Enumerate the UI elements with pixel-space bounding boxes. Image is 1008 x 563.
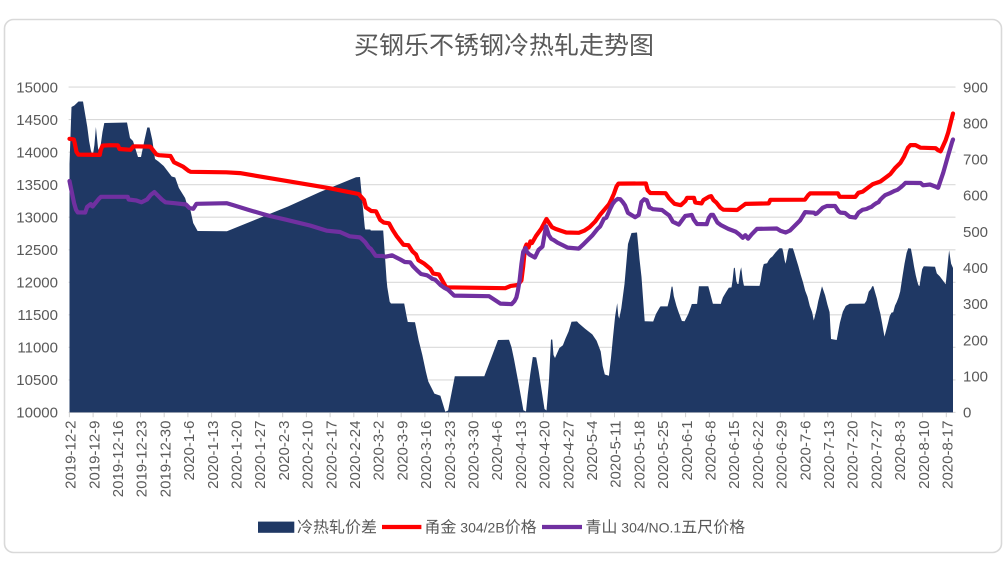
svg-text:0: 0 [963,405,971,422]
svg-text:2019-12-2: 2019-12-2 [63,421,80,489]
svg-text:2020-6-22: 2020-6-22 [750,421,767,489]
svg-text:2020-3-23: 2020-3-23 [442,421,459,489]
svg-text:2020-4-27: 2020-4-27 [560,421,577,489]
svg-text:600: 600 [963,188,988,205]
svg-text:10000: 10000 [16,405,58,422]
svg-text:2020-4-13: 2020-4-13 [513,421,530,489]
svg-text:2020-4-20: 2020-4-20 [537,421,554,489]
svg-text:11000: 11000 [17,340,58,357]
svg-text:2020-2-3: 2020-2-3 [276,421,293,481]
svg-text:800: 800 [963,115,988,132]
svg-text:2019-12-30: 2019-12-30 [157,421,174,498]
svg-text:14500: 14500 [16,112,58,129]
svg-text:2020-1-20: 2020-1-20 [228,421,245,489]
svg-text:2020-5-4: 2020-5-4 [584,421,601,481]
svg-text:2020-8-10: 2020-8-10 [916,421,933,489]
svg-text:12500: 12500 [16,242,58,259]
svg-text:300: 300 [963,296,988,313]
svg-text:2020-5-25: 2020-5-25 [655,421,672,489]
svg-text:2020-5-18: 2020-5-18 [631,421,648,489]
svg-text:2020-3-16: 2020-3-16 [418,421,435,489]
svg-text:2020-8-3: 2020-8-3 [892,421,909,481]
svg-text:11500: 11500 [17,307,58,324]
svg-text:900: 900 [963,79,988,96]
svg-text:2020-3-9: 2020-3-9 [394,421,411,481]
svg-text:2020-1-27: 2020-1-27 [252,421,269,489]
svg-text:2020-7-6: 2020-7-6 [797,421,814,481]
svg-text:2020-6-1: 2020-6-1 [679,421,696,481]
svg-text:2020-7-13: 2020-7-13 [821,421,838,489]
svg-text:500: 500 [963,224,988,241]
svg-text:200: 200 [963,332,988,349]
svg-text:400: 400 [963,260,988,277]
svg-text:2019-12-16: 2019-12-16 [110,421,127,498]
svg-text:14000: 14000 [16,144,58,161]
svg-text:2020-2-17: 2020-2-17 [323,421,340,489]
svg-text:2019-12-23: 2019-12-23 [134,421,151,498]
svg-text:2020-8-17: 2020-8-17 [940,421,957,489]
svg-text:2020-3-30: 2020-3-30 [466,421,483,489]
svg-text:13500: 13500 [16,177,58,194]
svg-text:2020-3-2: 2020-3-2 [371,421,388,481]
svg-text:2020-1-13: 2020-1-13 [205,421,222,489]
svg-text:2020-7-20: 2020-7-20 [845,421,862,489]
svg-text:304/NO.1: 304/NO.1 [621,520,681,536]
svg-text:2020-2-10: 2020-2-10 [300,421,317,489]
svg-text:304/2B: 304/2B [460,520,504,536]
svg-text:2020-6-8: 2020-6-8 [703,421,720,481]
svg-text:2020-4-6: 2020-4-6 [489,421,506,481]
svg-text:2020-6-15: 2020-6-15 [726,421,743,489]
svg-text:2020-2-24: 2020-2-24 [347,421,364,489]
svg-text:700: 700 [963,152,988,169]
svg-text:100: 100 [963,368,988,385]
svg-text:13000: 13000 [16,209,58,226]
svg-text:2019-12-9: 2019-12-9 [86,421,103,489]
svg-text:2020-6-29: 2020-6-29 [774,421,791,489]
svg-text:12000: 12000 [16,275,58,292]
svg-text:10500: 10500 [16,372,58,389]
svg-text:2020-7-27: 2020-7-27 [868,421,885,489]
svg-text:2020-1-6: 2020-1-6 [181,421,198,481]
svg-text:15000: 15000 [16,79,58,96]
svg-text:2020-5-11: 2020-5-11 [608,421,625,488]
